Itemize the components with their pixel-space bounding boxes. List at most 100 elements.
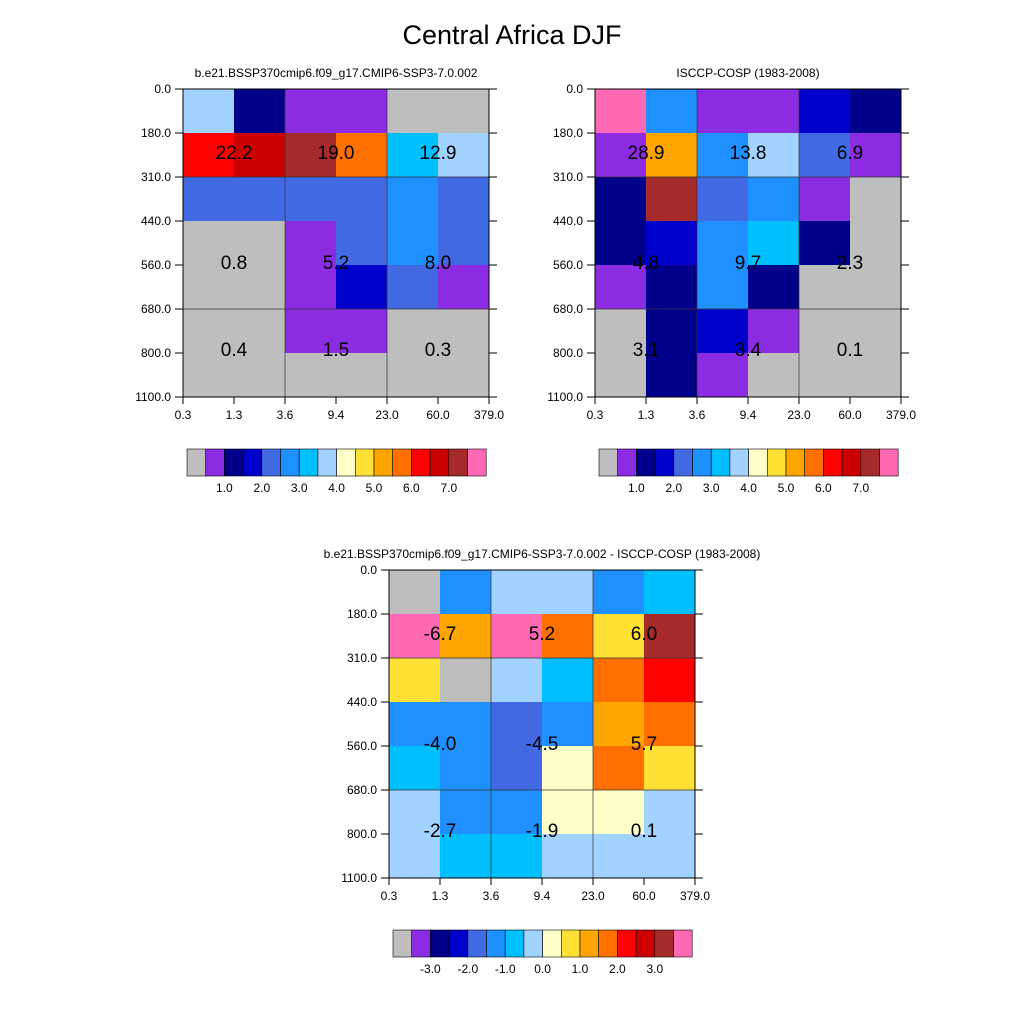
y-tick-label: 440.0: [553, 214, 583, 228]
heatmap-cell: [336, 353, 388, 398]
colorbar-box: [261, 448, 281, 477]
y-tick-label: 680.0: [347, 783, 377, 797]
heatmap-cell: [234, 353, 286, 398]
colorbar-label: -3.0: [420, 962, 441, 976]
data-label: 13.8: [730, 143, 767, 164]
heatmap-cell: [644, 702, 696, 747]
x-tick-label: 1.3: [638, 408, 655, 422]
heatmap-cell: [542, 570, 594, 615]
colorbar-box: [429, 448, 450, 477]
panel-title: b.e21.BSSP370cmip6.f09_g17.CMIP6-SSP3-7.…: [324, 547, 761, 561]
x-tick-label: 23.0: [375, 408, 399, 422]
heatmap-cell: [646, 133, 698, 178]
colorbar-label: 4.0: [740, 481, 757, 495]
data-label: 6.0: [631, 624, 657, 645]
heatmap-cell: [285, 221, 337, 266]
x-tick-label: 60.0: [838, 408, 862, 422]
colorbar-box: [654, 929, 674, 958]
y-tick-label: 180.0: [553, 126, 583, 140]
heatmap-cell: [850, 309, 902, 354]
colorbar-box: [785, 448, 806, 477]
heatmap-cell: [697, 133, 749, 178]
colorbar-label: 2.0: [665, 481, 682, 495]
colorbar-box: [430, 929, 450, 958]
x-tick-label: 23.0: [581, 889, 605, 903]
colorbar-label: 6.0: [815, 481, 832, 495]
y-tick-label: 680.0: [553, 302, 583, 316]
heatmap-cell: [336, 89, 388, 134]
y-tick-label: 310.0: [553, 170, 583, 184]
heatmap-cell: [438, 133, 490, 178]
heatmap-cell: [697, 353, 749, 398]
colorbar-box: [692, 448, 712, 477]
heatmap-cell: [387, 265, 439, 310]
heatmap-cell: [183, 221, 235, 266]
colorbar-box: [242, 448, 263, 477]
heatmap-cell: [285, 265, 337, 310]
y-tick-label: 800.0: [553, 346, 583, 360]
y-tick-label: 180.0: [347, 607, 377, 621]
y-tick-label: 310.0: [347, 651, 377, 665]
heatmap-cell: [646, 353, 698, 398]
colorbar-label: 4.0: [328, 481, 345, 495]
heatmap-cell: [491, 614, 543, 659]
data-label: 0.3: [425, 340, 451, 361]
x-tick-label: 379.0: [680, 889, 710, 903]
heatmap-cell: [491, 702, 543, 747]
colorbar-box: [579, 929, 600, 958]
colorbar-box: [598, 929, 618, 958]
colorbar-box: [654, 448, 675, 477]
colorbar-label: 5.0: [366, 481, 383, 495]
heatmap-cell: [389, 834, 441, 879]
heatmap-cell: [285, 353, 337, 398]
heatmap-cell: [183, 309, 235, 354]
x-tick-label: 3.6: [689, 408, 706, 422]
heatmap-cell: [593, 702, 645, 747]
colorbar-box: [673, 448, 693, 477]
colorbar-box: [860, 448, 880, 477]
data-label: 6.9: [837, 143, 863, 164]
heatmap-cell: [644, 790, 696, 835]
data-label: 1.5: [323, 340, 349, 361]
heatmap-cell: [389, 658, 441, 703]
heatmap-cell: [646, 89, 698, 134]
data-label: 0.1: [837, 340, 863, 361]
heatmap-cell: [799, 221, 851, 266]
heatmap-cell: [593, 834, 645, 879]
heatmap-cell: [697, 221, 749, 266]
heatmap-cell: [336, 133, 388, 178]
heatmap-cell: [234, 177, 286, 222]
colorbar-box: [748, 448, 768, 477]
heatmap-cell: [491, 658, 543, 703]
data-label: 19.0: [318, 143, 355, 164]
heatmap-cell: [491, 746, 543, 791]
colorbar-box: [317, 448, 337, 477]
figure-title: Central Africa DJF: [402, 20, 622, 50]
heatmap-cell: [440, 834, 492, 879]
x-tick-label: 1.3: [226, 408, 243, 422]
heatmap-cell: [644, 658, 696, 703]
colorbar-label: 2.0: [253, 481, 270, 495]
data-label: 3.4: [735, 340, 762, 361]
y-tick-label: 680.0: [141, 302, 171, 316]
colorbar-box: [542, 929, 562, 958]
heatmap-cell: [542, 790, 594, 835]
panel-title: ISCCP-COSP (1983-2008): [676, 66, 819, 80]
heatmap-cell: [491, 570, 543, 615]
colorbar-box: [841, 448, 862, 477]
heatmap-cell: [542, 614, 594, 659]
heatmap-cell: [748, 309, 800, 354]
heatmap-cell: [595, 265, 647, 310]
colorbar-box: [504, 929, 525, 958]
x-tick-label: 379.0: [474, 408, 504, 422]
y-tick-label: 800.0: [347, 827, 377, 841]
heatmap-cell: [440, 614, 492, 659]
colorbar-box: [448, 929, 469, 958]
data-label: 22.2: [216, 143, 253, 164]
heatmap-cell: [440, 790, 492, 835]
colorbar-box: [467, 448, 487, 477]
colorbar-label: 7.0: [852, 481, 869, 495]
y-tick-label: 310.0: [141, 170, 171, 184]
heatmap-cell: [336, 265, 388, 310]
